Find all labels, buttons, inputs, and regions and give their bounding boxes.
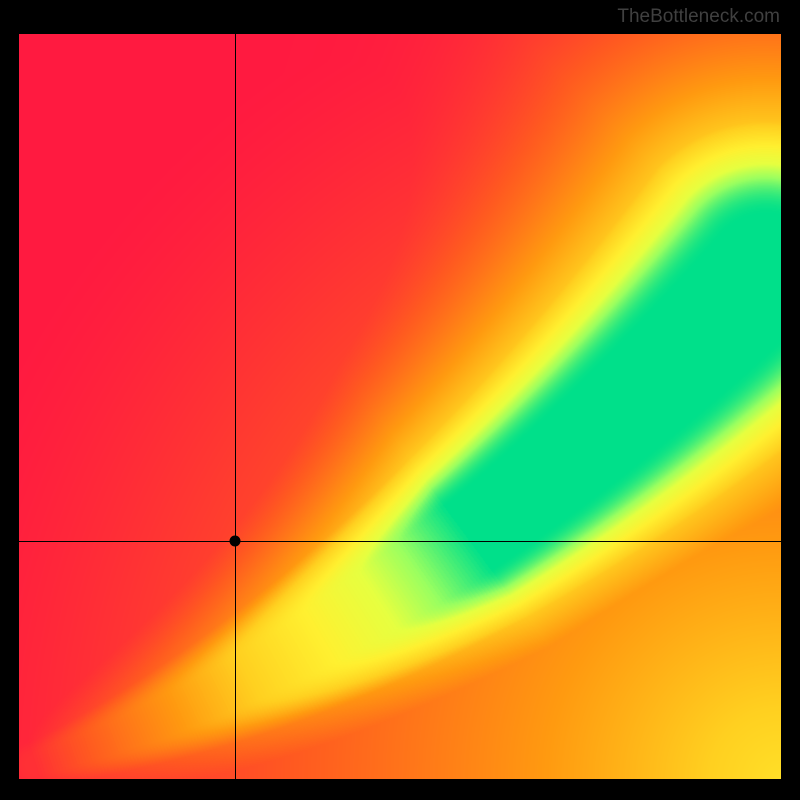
plot-area	[19, 34, 781, 779]
watermark-text: TheBottleneck.com	[617, 6, 780, 28]
crosshair-horizontal	[19, 541, 781, 542]
marker-dot	[230, 535, 241, 546]
crosshair-vertical	[235, 34, 236, 779]
chart-container: TheBottleneck.com	[0, 0, 800, 800]
heatmap-canvas	[19, 34, 781, 779]
